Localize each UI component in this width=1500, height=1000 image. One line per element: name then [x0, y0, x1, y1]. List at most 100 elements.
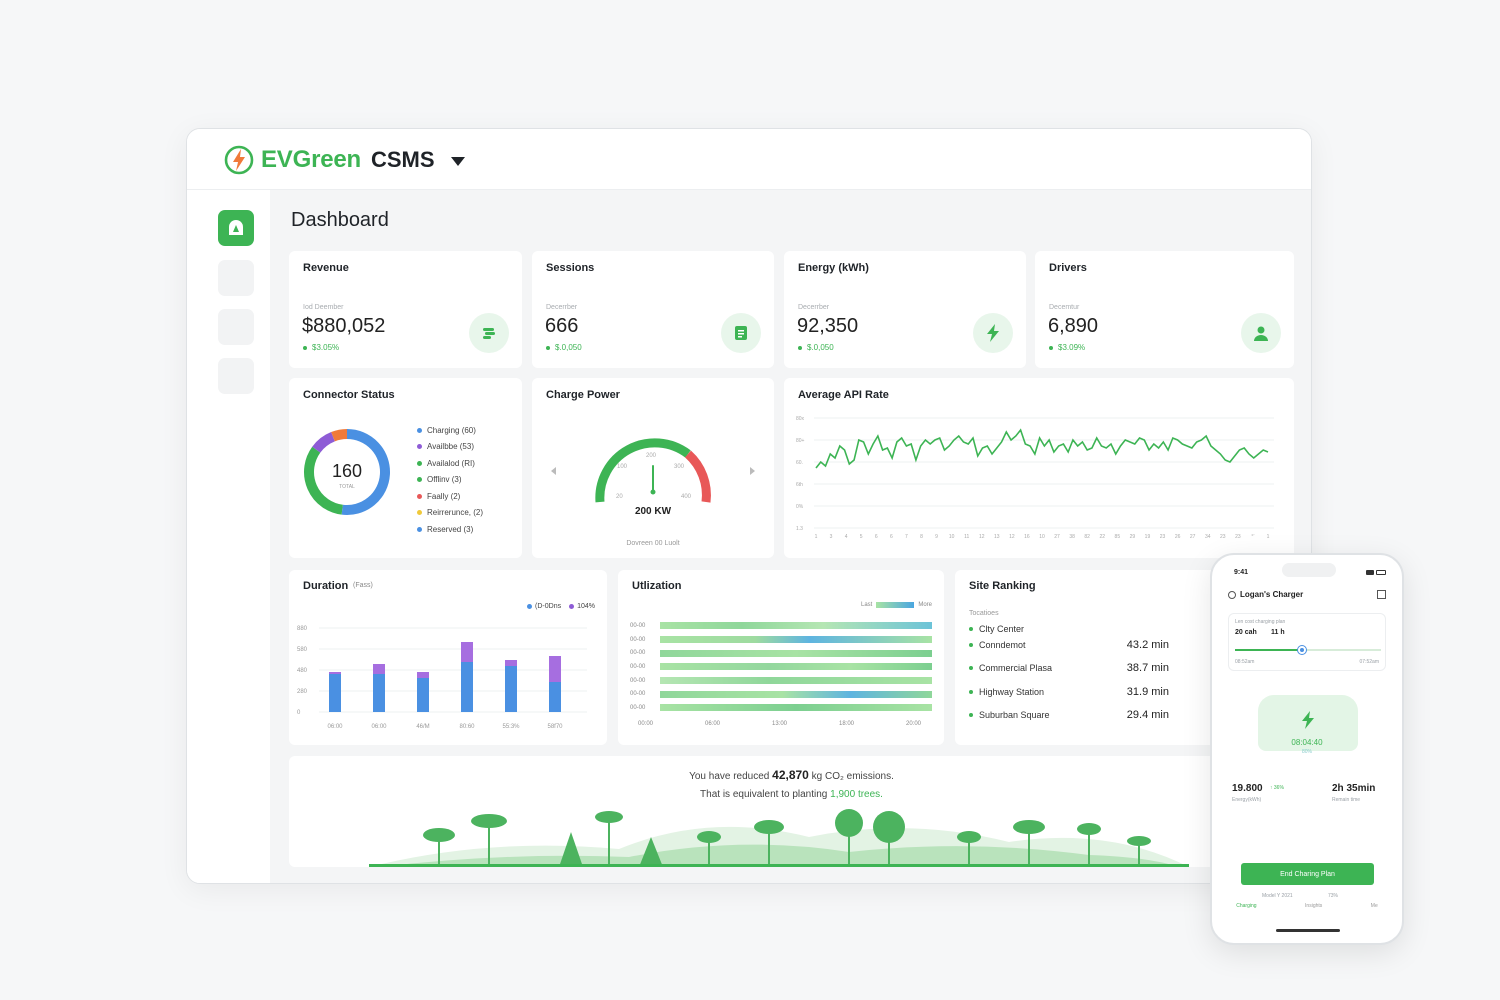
plan-slider-thumb[interactable] [1297, 646, 1306, 654]
gauge-tick: 100 [617, 464, 628, 470]
signal-icon [1366, 570, 1374, 575]
utilization-row: 00-00 [630, 660, 932, 674]
heat-bar [660, 690, 932, 698]
x-tick-label: 26 [1175, 534, 1181, 540]
kpi-delta-text: $3.09% [1058, 343, 1086, 352]
impact-trees: 1,900 trees. [830, 789, 883, 800]
kpi-delta: $3.09% [1049, 343, 1085, 352]
y-tick-label: 6th [796, 482, 803, 488]
battery-icon [1376, 570, 1386, 575]
heat-bar [660, 636, 932, 644]
sidebar-item-2[interactable] [218, 260, 254, 296]
kpi-value: $880,052 [302, 315, 386, 337]
plan-slider-fill [1235, 649, 1304, 651]
charging-plan-panel: Len cost charging plan 20 cah 11 h 08:52… [1228, 613, 1386, 671]
x-tick-label: 06:00 [327, 724, 343, 730]
duration-bar-top [417, 672, 429, 678]
x-tick-label: 6 [890, 534, 893, 540]
x-tick-label: 06:00 [371, 724, 387, 730]
row-label: 00-00 [630, 691, 646, 698]
y-tick-label: 0 [297, 710, 301, 716]
ranking-row[interactable]: Commercial Plasa 38.7 min [969, 662, 1169, 674]
row-label: 00-00 [630, 704, 646, 711]
ranking-column-label: Tocatioes [969, 610, 999, 617]
prev-arrow-icon[interactable] [551, 467, 556, 475]
nav-item-me[interactable]: Me [1370, 903, 1378, 909]
x-tick-label: 00:00 [638, 721, 654, 727]
kpi-card-energy[interactable]: Energy (kWh) Decerrber 92,350 $.0,050 [784, 251, 1026, 368]
legend-item: Reirrerunce, (2) [417, 505, 483, 522]
impact-value: 42,870 [772, 768, 809, 782]
ranking-row[interactable]: Highway Station 31.9 min [969, 686, 1169, 698]
row-label: 00-00 [630, 622, 646, 629]
x-tick-label: 23 [1220, 534, 1226, 540]
x-tick-label: 38 [1069, 534, 1075, 540]
donut-total: 160 [332, 461, 362, 481]
site-duration: 38.7 min [1126, 662, 1169, 674]
legend-item: Reserved (3) [417, 521, 483, 538]
x-tick-label: 23 [1160, 534, 1166, 540]
site-name: Commercial Plasa [979, 663, 1053, 673]
plan-slider-track[interactable] [1235, 649, 1381, 651]
duration-legend: (D-0Dns 104% [527, 603, 595, 610]
map-icon[interactable] [1377, 590, 1386, 599]
nav-item-insights[interactable]: Insights [1305, 903, 1323, 909]
card-title: Charge Power [546, 389, 620, 401]
kpi-delta: $3.05% [303, 343, 339, 352]
home-indicator [1276, 929, 1340, 932]
nav-item-charging[interactable]: Charging [1236, 903, 1257, 909]
duration-bar-base [329, 674, 341, 712]
x-tick-label: °’ [1251, 534, 1254, 540]
x-tick-label: 06:00 [705, 721, 721, 727]
legend-item: Charging (60) [417, 422, 483, 439]
x-tick-label: 12 [1009, 534, 1015, 540]
x-tick-label: 80:60 [459, 724, 475, 730]
caret-down-icon[interactable] [450, 157, 465, 166]
duration-bar-base [505, 666, 517, 712]
mobile-app-mockup: 9:41 Logan's Charger Len cost charging p… [1210, 553, 1404, 945]
kpi-value: 92,350 [797, 315, 859, 337]
kpi-delta: $.0,050 [546, 343, 582, 352]
sidebar-item-4[interactable] [218, 358, 254, 394]
card-subtitle: (Fass) [353, 582, 373, 589]
x-tick-label: 1 [1267, 534, 1270, 540]
sidebar-item-3[interactable] [218, 309, 254, 345]
phone-notch [1282, 563, 1336, 577]
kpi-subtitle: Iod Deember [303, 304, 344, 311]
heat-bar [660, 622, 932, 630]
x-tick-label: 9 [935, 534, 938, 540]
ranking-row[interactable]: Clty Center [969, 624, 1169, 634]
impact-line-2: That is equivalent to planting 1,900 tre… [289, 789, 1294, 800]
ranking-row[interactable]: Conndemot 43.2 min [969, 639, 1169, 651]
plan-value-a: 20 cah [1235, 629, 1257, 636]
heat-bar [660, 704, 932, 712]
utilization-row: 00-00 [630, 701, 932, 715]
kpi-card-revenue[interactable]: Revenue Iod Deember $880,052 $3.05% [289, 251, 522, 368]
x-tick-label: 85 [1115, 534, 1121, 540]
energy-value: 19.800 [1232, 783, 1263, 794]
charging-timer: 08:04:40 [1291, 738, 1323, 747]
end-charging-plan-button[interactable]: End Charing Plan [1241, 863, 1374, 885]
x-tick-label: 23 [1235, 534, 1241, 540]
x-tick-label: 82 [1084, 534, 1090, 540]
site-name: Clty Center [979, 624, 1025, 634]
bottom-nav: Charging Insights Me [1212, 903, 1402, 909]
x-tick-label: 20:00 [906, 721, 922, 727]
brand-switcher[interactable]: EVGreen CSMS [223, 144, 465, 176]
card-title: Duration [303, 580, 349, 592]
kpi-card-drivers[interactable]: Drivers Decemtur 6,890 $3.09% [1035, 251, 1294, 368]
row-label: 00-00 [630, 650, 646, 657]
status-time: 9:41 [1234, 569, 1249, 576]
home-icon [229, 220, 243, 235]
legend-high: More [918, 602, 932, 608]
kpi-card-sessions[interactable]: Sessions Decerrber 666 $.0,050 [532, 251, 774, 368]
impact-line-1: You have reduced 42,870 kg CO₂ emissions… [289, 768, 1294, 782]
legend-label: Faally (2) [427, 491, 461, 501]
next-arrow-icon[interactable] [750, 467, 755, 475]
ranking-row[interactable]: Suburban Square 29.4 min [969, 709, 1169, 721]
utilization-row: 00-00 [630, 646, 932, 660]
kpi-title: Drivers [1049, 262, 1087, 274]
y-tick-label: 1.3 [796, 526, 803, 532]
sidebar-item-dashboard[interactable] [218, 210, 254, 246]
